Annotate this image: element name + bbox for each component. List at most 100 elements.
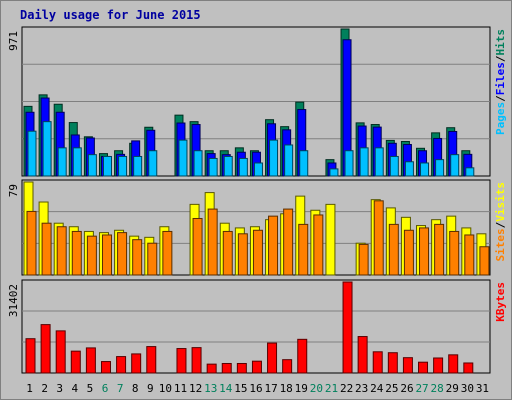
ymax-label-kbytes: 31402	[7, 284, 20, 317]
bar-sites-day-15	[237, 233, 248, 276]
bar-pages-day-19	[299, 150, 309, 177]
bar-sites-day-23	[358, 243, 369, 276]
bar-pages-day-23	[359, 147, 369, 177]
bar-kbytes-day-22	[342, 281, 353, 374]
bar-sites-day-28	[434, 223, 445, 276]
bar-sites-day-30	[464, 234, 475, 276]
legend-kbytes: KBytes	[494, 282, 507, 322]
bar-sites-day-18	[283, 208, 294, 276]
bar-sites-day-9	[147, 242, 158, 276]
panel-kbytes: 31402 KBytes	[7, 279, 507, 374]
legend-entry: Visits	[494, 182, 507, 222]
bar-kbytes-day-11	[176, 348, 187, 374]
bar-sites-day-17	[268, 215, 279, 276]
x-tick-label: 31	[476, 382, 489, 395]
bar-sites-day-7	[117, 232, 128, 276]
x-tick-label: 8	[132, 382, 139, 395]
bar-sites-day-19	[298, 223, 309, 276]
bar-sites-day-29	[449, 230, 460, 276]
x-tick-label: 16	[249, 382, 262, 395]
bar-pages-day-21	[329, 168, 339, 177]
bar-sites-day-31	[479, 246, 490, 276]
legend-entry: /	[494, 95, 507, 102]
bar-kbytes-day-6	[100, 361, 111, 374]
bar-kbytes-day-1	[25, 338, 36, 374]
bar-pages-day-14	[223, 155, 233, 177]
x-tick-label: 11	[174, 382, 187, 395]
bar-sites-day-6	[101, 234, 112, 276]
bar-sites-day-5	[86, 235, 97, 276]
x-tick-label: 9	[147, 382, 154, 395]
bar-kbytes-day-30	[463, 362, 474, 374]
x-tick-label: 21	[325, 382, 338, 395]
x-tick-label: 25	[385, 382, 398, 395]
bar-kbytes-day-27	[418, 361, 429, 374]
bar-pages-day-6	[102, 155, 112, 177]
bar-kbytes-day-4	[70, 350, 81, 374]
panel-visits-sites: 79 Sites/Visits	[7, 179, 507, 276]
bar-sites-day-2	[41, 222, 52, 276]
bar-sites-day-8	[132, 239, 143, 276]
bar-sites-day-14	[222, 230, 233, 276]
bar-pages-day-12	[193, 150, 203, 177]
bar-sites-day-1	[26, 210, 37, 276]
x-tick-label: 24	[370, 382, 384, 395]
bar-visits-day-21	[325, 203, 336, 276]
x-tick-label: 15	[234, 382, 247, 395]
bar-kbytes-day-15	[236, 362, 247, 374]
bar-kbytes-day-19	[297, 338, 308, 374]
bar-kbytes-day-26	[402, 357, 413, 374]
x-tick-label: 18	[280, 382, 293, 395]
x-tick-label: 23	[355, 382, 368, 395]
bar-pages-day-24	[374, 147, 384, 177]
x-tick-label: 6	[102, 382, 109, 395]
bar-kbytes-day-8	[131, 353, 142, 374]
legend-entry: /	[494, 55, 507, 62]
bar-sites-day-20	[313, 214, 324, 276]
bar-pages-day-4	[72, 147, 82, 177]
legend-hits-files-pages: Pages/Files/Hits	[494, 29, 507, 135]
chart-title: Daily usage for June 2015	[20, 8, 201, 22]
bar-sites-day-24	[373, 200, 384, 276]
bar-pages-day-29	[450, 154, 460, 177]
x-tick-label: 14	[219, 382, 233, 395]
bar-kbytes-day-14	[221, 362, 232, 374]
bar-pages-day-28	[435, 159, 445, 177]
bar-sites-day-10	[162, 230, 173, 276]
legend-entry: Files	[494, 62, 507, 95]
bar-kbytes-day-12	[191, 347, 202, 374]
x-tick-label: 12	[189, 382, 202, 395]
legend-entry: Hits	[494, 29, 507, 56]
x-tick-label: 28	[431, 382, 444, 395]
x-tick-label: 13	[204, 382, 217, 395]
legend-entry: KBytes	[494, 282, 507, 322]
bar-pages-day-17	[269, 139, 279, 177]
x-tick-label: 26	[400, 382, 413, 395]
bar-kbytes-day-29	[448, 354, 459, 374]
bar-pages-day-13	[208, 157, 218, 177]
bar-pages-day-3	[57, 147, 67, 177]
x-tick-label: 1	[26, 382, 33, 395]
x-tick-label: 27	[415, 382, 428, 395]
bar-pages-day-1	[27, 130, 37, 177]
x-tick-label: 10	[159, 382, 172, 395]
bar-pages-day-30	[465, 167, 475, 177]
bar-pages-day-18	[284, 144, 294, 177]
bar-pages-day-9	[148, 150, 158, 177]
bar-sites-day-16	[252, 229, 263, 276]
x-tick-label: 30	[461, 382, 474, 395]
bar-pages-day-25	[389, 155, 399, 177]
bar-kbytes-day-17	[267, 342, 278, 374]
x-tick-label: 3	[56, 382, 63, 395]
x-tick-label: 7	[117, 382, 124, 395]
bar-sites-day-4	[71, 230, 82, 276]
bar-pages-day-22	[344, 150, 354, 177]
x-tick-label: 4	[72, 382, 79, 395]
legend-visits-sites: Sites/Visits	[494, 182, 507, 262]
bar-kbytes-day-3	[55, 330, 66, 374]
x-tick-label: 20	[310, 382, 323, 395]
bar-pages-day-26	[404, 161, 414, 177]
bar-pages-day-11	[178, 139, 188, 177]
